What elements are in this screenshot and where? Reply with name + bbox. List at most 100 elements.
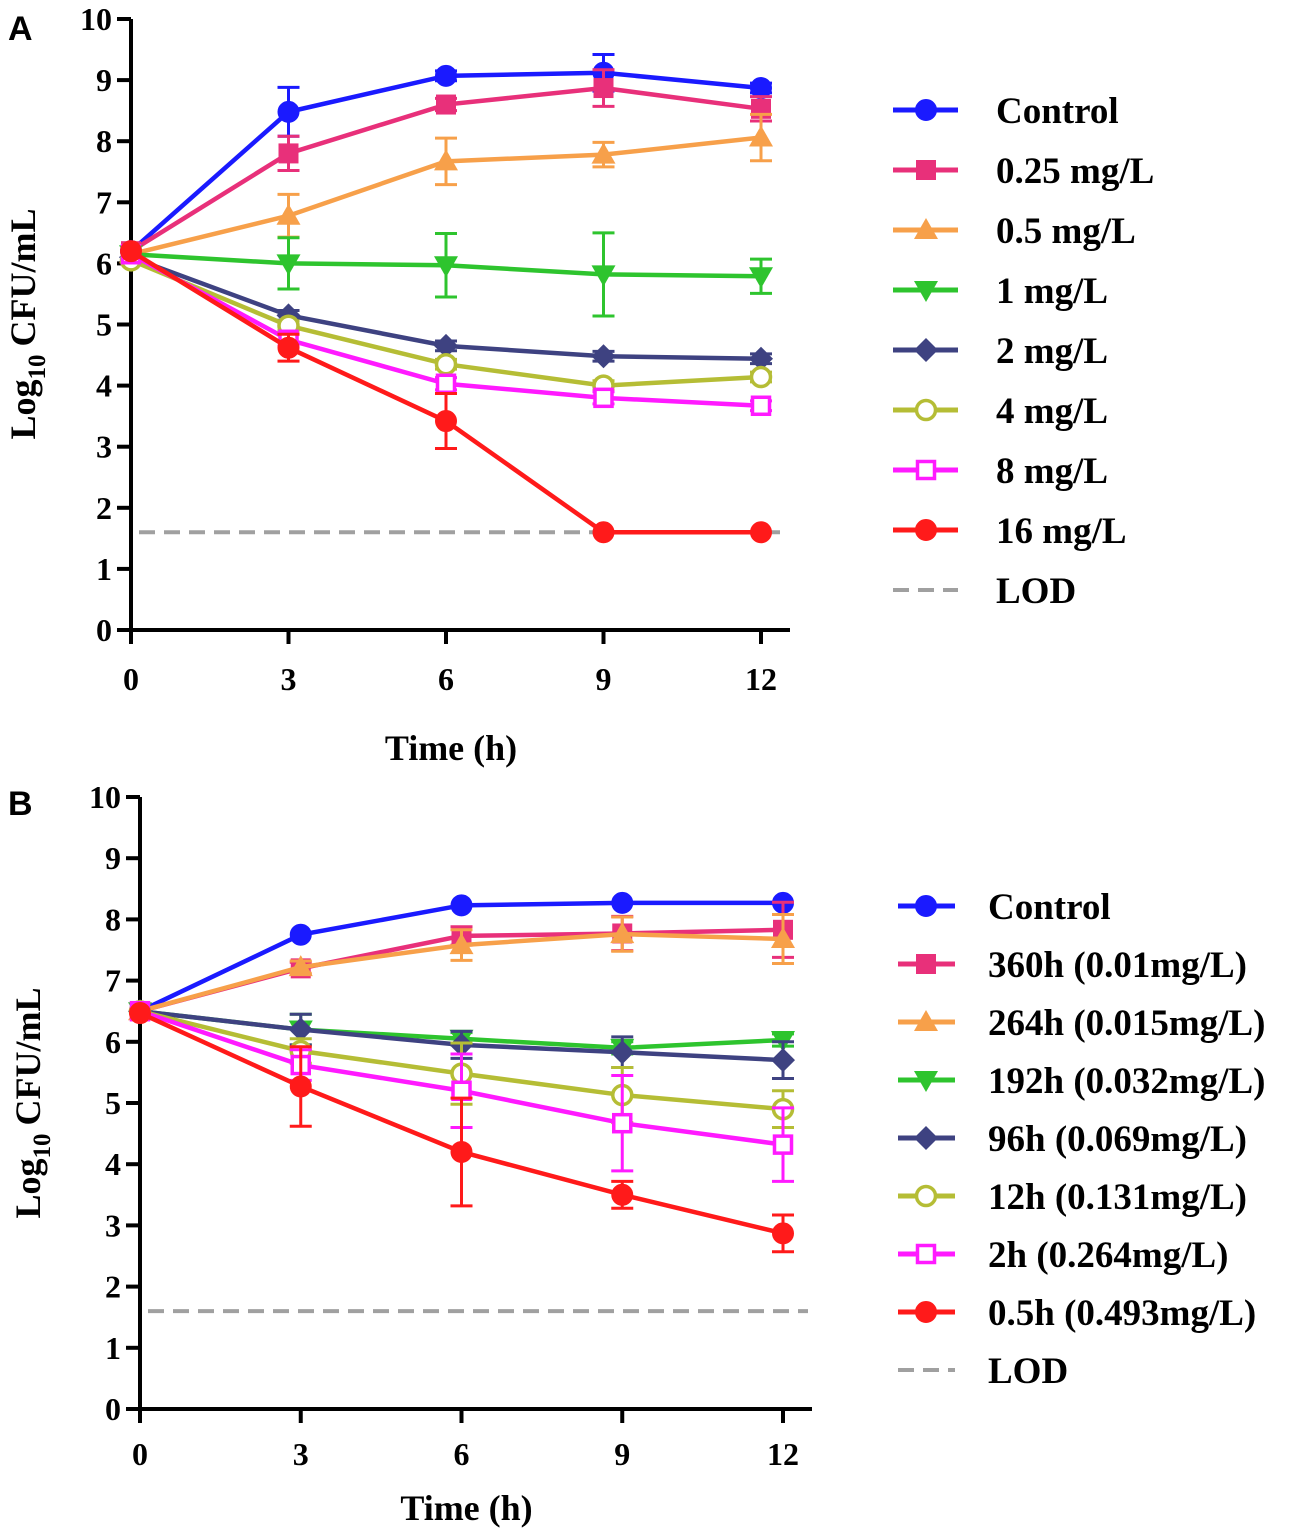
legend-marker: [914, 218, 938, 239]
data-point: [591, 344, 616, 369]
data-point: [434, 256, 458, 278]
legend-marker: [915, 1301, 937, 1323]
y-axis-title-subscript: 10: [24, 354, 51, 379]
data-point: [278, 143, 299, 164]
legend-label: 8 mg/L: [996, 451, 1108, 492]
y-tick-label: 9: [96, 62, 112, 98]
series-3: [119, 231, 773, 318]
legend-label: 1 mg/L: [996, 271, 1108, 312]
y-tick-label: 10: [89, 779, 121, 815]
x-axis-title: Time (h): [385, 728, 517, 768]
y-axis-title-subscript: 10: [29, 1133, 56, 1158]
data-point: [593, 387, 614, 409]
legend-marker: [915, 519, 937, 541]
legend: Control 0.25 mg/L 0.5 mg/L 1 mg/L 2 mg/L 4 mg…: [893, 91, 1154, 612]
y-axis-title-base: Log: [8, 1158, 48, 1218]
legend-marker: [915, 1243, 937, 1265]
data-point: [591, 142, 616, 164]
legend-label: 2h (0.264mg/L): [988, 1235, 1229, 1276]
data-point: [771, 926, 795, 948]
data-point: [120, 240, 142, 263]
legend-label: 16 mg/L: [996, 511, 1127, 552]
x-tick-label: 9: [614, 1436, 630, 1472]
data-point: [450, 894, 473, 917]
legend-marker: [914, 1071, 938, 1092]
legend-marker: [914, 398, 938, 422]
data-point: [434, 352, 458, 376]
x-tick-label: 3: [281, 661, 297, 697]
data-point: [749, 346, 773, 371]
legend-label: 96h (0.069mg/L): [988, 1119, 1247, 1160]
data-point: [591, 265, 616, 287]
x-tick-label: 3: [293, 1436, 309, 1472]
x-tick-label: 0: [132, 1436, 148, 1472]
data-point: [771, 1048, 795, 1073]
data-point: [611, 1183, 634, 1206]
data-point: [288, 1017, 313, 1042]
y-tick-label: 9: [105, 840, 121, 876]
y-axis-title-base: Log: [3, 379, 43, 439]
legend-marker: [914, 1010, 938, 1031]
x-tick-label: 0: [123, 661, 139, 697]
legend-label: 264h (0.015mg/L): [988, 1003, 1266, 1044]
y-axis-title-unit: CFU/mL: [8, 987, 48, 1125]
legend-label: Control: [988, 887, 1111, 928]
y-tick-label: 1: [96, 551, 112, 587]
series-2: [128, 913, 795, 1021]
y-tick-label: 8: [105, 901, 121, 937]
legend-marker: [915, 99, 937, 121]
legend-label: 12h (0.131mg/L): [988, 1177, 1247, 1218]
y-tick-label: 7: [96, 184, 112, 220]
y-tick-label: 3: [96, 429, 112, 465]
data-point: [611, 891, 634, 914]
y-tick-label: 2: [96, 490, 112, 526]
y-tick-label: 7: [105, 963, 121, 999]
legend-label: Control: [996, 91, 1119, 132]
data-point: [436, 94, 456, 115]
y-tick-label: 4: [105, 1146, 121, 1182]
data-point: [750, 395, 772, 417]
data-point: [277, 336, 300, 359]
data-point: [772, 1134, 794, 1155]
x-axis-title: Time (h): [400, 1488, 532, 1528]
x-tick-label: 6: [454, 1436, 470, 1472]
y-tick-label: 6: [105, 1024, 121, 1060]
legend-label: 360h (0.01mg/L): [988, 945, 1247, 986]
y-tick-label: 0: [96, 612, 112, 648]
legend-marker: [916, 954, 936, 974]
y-tick-label: 10: [80, 1, 112, 37]
legend-marker: [916, 160, 936, 180]
legend-label: LOD: [996, 571, 1076, 612]
data-point: [593, 78, 614, 99]
data-point: [750, 521, 772, 544]
y-tick-label: 2: [105, 1269, 121, 1305]
data-point: [435, 64, 457, 87]
legend-label: 192h (0.032mg/L): [988, 1061, 1266, 1102]
y-axis-title: Log10 CFU/mL: [8, 987, 56, 1218]
data-point: [749, 125, 773, 147]
legend-marker: [914, 281, 938, 302]
y-axis-title-unit: CFU/mL: [3, 208, 43, 346]
data-point: [610, 1040, 635, 1065]
legend-label: 0.5h (0.493mg/L): [988, 1293, 1256, 1334]
data-point: [610, 922, 635, 944]
legend-label: 0.25 mg/L: [996, 151, 1154, 192]
legend-marker: [915, 895, 937, 917]
series-7: [120, 240, 772, 544]
legend-label: LOD: [988, 1351, 1068, 1392]
x-tick-label: 12: [745, 661, 777, 697]
y-axis-title: Log10 CFU/mL: [3, 208, 51, 439]
data-point: [612, 1112, 633, 1134]
y-tick-label: 5: [105, 1085, 121, 1121]
legend-label: 4 mg/L: [996, 391, 1108, 432]
data-point: [434, 149, 458, 171]
legend-marker: [914, 1126, 938, 1150]
legend-label: 2 mg/L: [996, 331, 1108, 372]
data-point: [772, 1222, 794, 1245]
series-7: [129, 1002, 794, 1254]
y-tick-label: 8: [96, 123, 112, 159]
data-point: [434, 333, 458, 358]
